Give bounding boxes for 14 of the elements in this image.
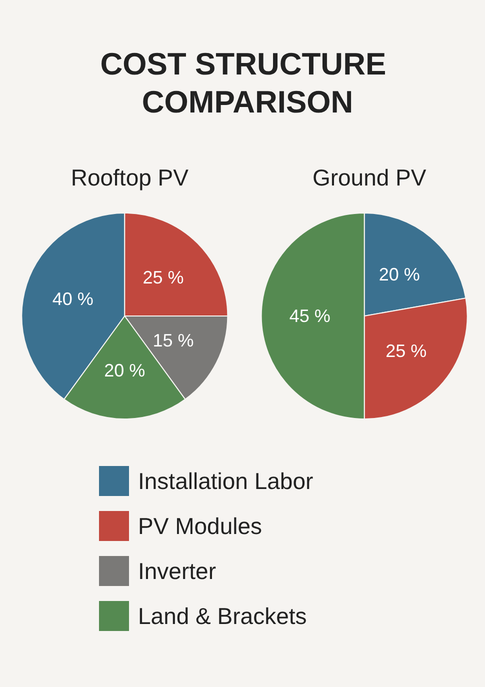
slice-label: Ground PV — [312, 164, 427, 190]
data-label: 20 % — [104, 360, 146, 380]
data-label: 40 % — [52, 289, 94, 310]
data-label: 15 % — [152, 330, 194, 351]
legend-label: Inverter — [138, 558, 216, 584]
data-label: 25 % — [142, 267, 184, 288]
chart-title: COST STRUCTURE COMPARISON — [100, 46, 395, 120]
data-label: 45 % — [289, 306, 330, 326]
slice-label: Rooftop PV — [70, 164, 190, 190]
data-label: 20 % — [378, 264, 420, 284]
legend-label: Land & Brackets — [138, 603, 307, 629]
data-label: 25 % — [386, 341, 427, 362]
legend-label: Installation Labor — [138, 468, 314, 494]
legend-label: PV Modules — [138, 513, 262, 539]
